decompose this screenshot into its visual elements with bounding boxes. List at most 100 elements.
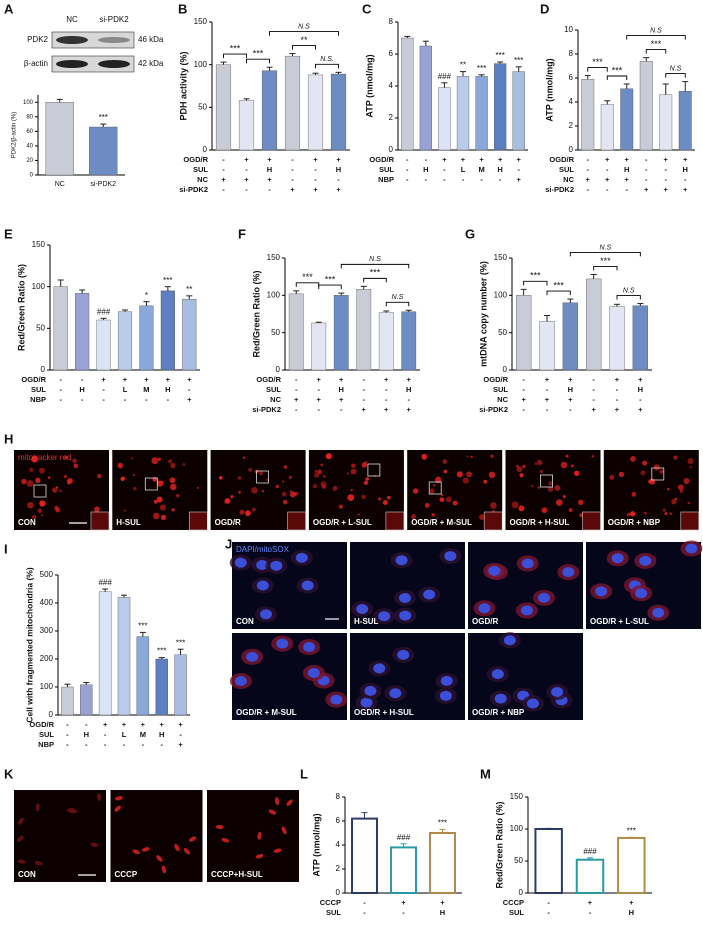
- inset: [680, 511, 700, 531]
- bracket: [546, 290, 571, 296]
- y-tick-label: 8: [389, 17, 394, 26]
- y-tick-label: 2: [569, 121, 574, 130]
- mito-speck: [320, 481, 327, 488]
- cell: [34, 861, 43, 866]
- condition-name: OGD/R: [483, 375, 508, 384]
- mito-speck: [519, 473, 524, 478]
- y-tick-label: 0: [336, 888, 341, 897]
- condition-mark: +: [317, 395, 322, 404]
- y-axis-label: ATP (nmol/mg): [544, 58, 554, 121]
- image-label: H-SUL: [354, 617, 379, 626]
- cell: [132, 849, 141, 855]
- mito-speck: [67, 482, 70, 485]
- x-tick-label: NC: [55, 181, 65, 188]
- condition-mark: -: [188, 385, 191, 394]
- nucleus: [551, 686, 564, 697]
- bar: [75, 293, 90, 371]
- band: [98, 37, 130, 43]
- mito-speck: [248, 467, 253, 472]
- nucleus: [520, 605, 533, 616]
- bar: [429, 832, 456, 894]
- bar: [136, 636, 150, 716]
- condition-mark: +: [178, 740, 183, 749]
- y-tick-label: 50: [36, 323, 45, 332]
- mito-speck: [35, 477, 41, 484]
- cell: [17, 835, 24, 842]
- condition-mark: H: [267, 165, 272, 174]
- condition-name: SUL: [266, 385, 281, 394]
- condition-mark: -: [406, 165, 409, 174]
- nucleus: [395, 555, 408, 566]
- micrograph-content: [215, 797, 293, 859]
- mito-speck: [452, 500, 458, 506]
- bar: [89, 126, 118, 176]
- mito-speck: [534, 462, 538, 465]
- mito-speck: [537, 486, 540, 489]
- bracket-label: **: [300, 35, 308, 45]
- condition-mark: -: [363, 395, 366, 404]
- panel-letter: M: [480, 766, 491, 781]
- y-tick-label: 2: [336, 864, 341, 873]
- condition-mark: M: [478, 165, 484, 174]
- cell: [17, 859, 26, 864]
- condition-mark: +: [339, 395, 344, 404]
- bar: [311, 322, 327, 371]
- mito-speck: [462, 477, 469, 484]
- bracket: [593, 265, 618, 271]
- mito-speck: [131, 457, 134, 460]
- condition-mark: H: [84, 730, 89, 739]
- mito-speck: [659, 469, 664, 474]
- y-tick-label: 100: [494, 290, 508, 299]
- y-axis-label: PDH activity (%): [178, 51, 188, 120]
- condition-mark: -: [66, 720, 69, 729]
- mito-speck: [640, 470, 646, 476]
- mito-speck: [153, 499, 158, 504]
- micrograph-content: [117, 457, 200, 520]
- mito-speck: [39, 467, 45, 474]
- mito-speck: [41, 514, 44, 517]
- condition-mark: -: [402, 908, 405, 917]
- mito-speck: [490, 454, 494, 458]
- bracket-label: N.S: [670, 65, 682, 72]
- blot-strip: [51, 55, 135, 73]
- mito-speck: [242, 456, 246, 459]
- condition-mark: +: [442, 155, 447, 164]
- condition-mark: -: [645, 175, 648, 184]
- condition-name: si-PDK2: [252, 405, 281, 414]
- mito-speck: [671, 498, 677, 505]
- mito-speck: [466, 471, 473, 478]
- cell: [142, 847, 150, 852]
- mito-speck: [39, 500, 46, 507]
- condition-mark: -: [546, 385, 549, 394]
- bracket: [318, 284, 342, 290]
- nucleus: [373, 663, 386, 674]
- bar: [419, 45, 432, 151]
- mito-speck: [170, 462, 176, 469]
- mito-speck: [282, 480, 285, 483]
- condition-mark: H: [336, 165, 341, 174]
- bar: [117, 311, 133, 371]
- mito-speck: [547, 486, 554, 492]
- image-label: OGD/R + M-SUL: [236, 708, 297, 717]
- condition-mark: H: [568, 385, 573, 394]
- bar: [456, 76, 470, 151]
- bar: [261, 70, 278, 151]
- cell: [115, 796, 123, 801]
- bar: [562, 302, 578, 371]
- condition-mark: -: [522, 375, 525, 384]
- y-tick-label: 6: [569, 73, 574, 82]
- cell: [281, 826, 287, 835]
- mito-speck: [238, 490, 241, 494]
- bar: [284, 55, 301, 151]
- mito-speck: [37, 508, 42, 513]
- mito-speck: [677, 484, 684, 491]
- condition-name: SUL: [509, 908, 524, 917]
- condition-mark: -: [592, 385, 595, 394]
- nucleus: [276, 638, 289, 649]
- cell: [174, 843, 180, 852]
- condition-mark: -: [606, 165, 609, 174]
- condition-mark: -: [480, 175, 483, 184]
- nucleus: [488, 565, 501, 576]
- condition-mark: -: [142, 740, 145, 749]
- condition-mark: -: [385, 385, 388, 394]
